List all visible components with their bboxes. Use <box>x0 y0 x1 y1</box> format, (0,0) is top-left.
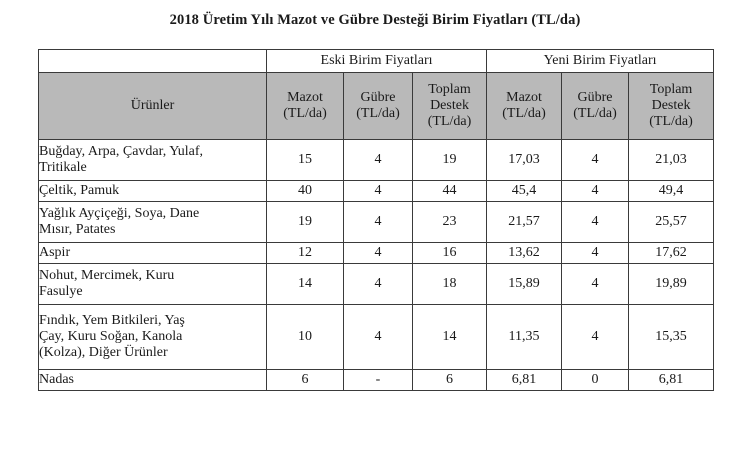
product-cell: Nadas <box>38 369 267 391</box>
header-line: Destek <box>430 98 469 113</box>
product-line: Nohut, Mercimek, Kuru <box>39 268 175 283</box>
product-cell: Yağlık Ayçiçeği, Soya, Dane Mısır, Patate… <box>38 201 267 243</box>
old-total-cell: 19 <box>411 139 488 181</box>
header-line: (TL/da) <box>427 114 472 129</box>
new-fuel-cell: 15,89 <box>486 263 563 305</box>
table-row: Fındık, Yem Bitkileri, Yaş Çay, Kuru Soğa… <box>38 304 715 370</box>
table-row: Yağlık Ayçiçeği, Soya, Dane Mısır, Patate… <box>38 201 715 243</box>
new-fertilizer-cell: 4 <box>561 139 630 181</box>
old-fuel-cell: 19 <box>266 201 344 243</box>
old-total-cell: 14 <box>411 304 488 370</box>
table-row: Nadas 6-6 6,81 0 6,81 <box>38 369 715 391</box>
product-line: Mısır, Patates <box>39 222 116 237</box>
old-fuel-cell: 12 <box>266 242 344 264</box>
column-header-product: Ürünler <box>38 72 267 140</box>
table-row: Aspir 12 4 16 13,62 4 17,62 <box>38 242 715 264</box>
product-line: Çeltik, Pamuk <box>39 183 120 198</box>
new-fertilizer-cell: 4 <box>561 180 630 202</box>
header-line: Toplam <box>649 82 693 97</box>
table-row: Çeltik, Pamuk 40 4 44 45,4 4 49,4 <box>38 180 715 202</box>
header-line: (TL/da) <box>283 106 327 121</box>
old-fuel-cell: 14 <box>266 263 344 305</box>
column-header-new-fuel: Mazot (TL/da) <box>486 72 563 140</box>
new-fertilizer-cell: 4 <box>561 242 630 264</box>
product-line: Nadas <box>39 372 74 387</box>
product-line: Fasulye <box>39 284 83 299</box>
column-header-old-total: Toplam Destek (TL/da) <box>411 72 488 140</box>
new-total-cell: 49,4 <box>628 180 715 202</box>
group-header-old: Eski Birim Fiyatları <box>265 49 488 73</box>
product-cell: Buğday, Arpa, Çavdar, Yulaf, Tritikale <box>38 139 267 181</box>
new-fuel-cell: 13,62 <box>486 242 563 264</box>
table-row: Nohut, Mercimek, Kuru Fasulye 14 4 18 15,89 4 1… <box>38 263 715 305</box>
old-fuel-cell: 10 <box>266 304 344 370</box>
old-fertilizer-cell: 4 <box>343 263 413 305</box>
column-header-old-fertilizer: Gübre (TL/da) <box>343 72 413 140</box>
column-header-new-total: Toplam Destek (TL/da) <box>628 72 715 140</box>
header-line: (TL/da) <box>649 114 693 129</box>
header-line: Gübre <box>577 90 613 105</box>
new-total-cell: 21,03 <box>628 139 715 181</box>
subsidy-table: Eski Birim Fiyatları Yeni Birim Fiyatlar… <box>38 49 715 391</box>
old-total-cell: 16 <box>411 242 488 264</box>
group-header-new: Yeni Birim Fiyatları <box>486 49 715 73</box>
new-fuel-cell: 21,57 <box>486 201 563 243</box>
old-fertilizer-cell: - <box>343 369 413 391</box>
header-line: Destek <box>651 98 691 113</box>
new-fertilizer-cell: 4 <box>561 263 630 305</box>
product-cell: Nohut, Mercimek, Kuru Fasulye <box>38 263 267 305</box>
header-line: Gübre <box>360 90 396 105</box>
table-row: Buğday, Arpa, Çavdar, Yulaf, Tritikale 15 4… <box>38 139 715 181</box>
old-total-cell: 23 <box>411 201 488 243</box>
column-header-old-fuel: Mazot (TL/da) <box>266 72 344 140</box>
new-fuel-cell: 17,03 <box>486 139 563 181</box>
product-cell: Çeltik, Pamuk <box>38 180 267 202</box>
old-fertilizer-cell: 4 <box>343 242 413 264</box>
new-fertilizer-cell: 0 <box>561 369 630 391</box>
table-body: Buğday, Arpa, Çavdar, Yulaf, Tritikale 15 4… <box>38 139 715 391</box>
corner-cell <box>38 49 267 73</box>
old-fertilizer-cell: 4 <box>343 201 413 243</box>
table-title: 2018 Üretim Yılı Mazot ve Gübre Desteği … <box>169 12 581 28</box>
old-fuel-cell: 15 <box>266 139 344 181</box>
header-line: (TL/da) <box>356 106 400 121</box>
new-fertilizer-cell: 4 <box>561 201 630 243</box>
header-line: Toplam <box>428 82 471 97</box>
product-line: Fındık, Yem Bitkileri, Yaş <box>39 313 185 328</box>
new-total-cell: 17,62 <box>628 242 715 264</box>
product-line: Tritikale <box>39 160 87 175</box>
old-fuel-cell: 40 <box>266 180 344 202</box>
new-total-cell: 15,35 <box>628 304 715 370</box>
product-line: (Kolza), Diğer Ürünler <box>39 345 168 360</box>
old-total-cell: 18 <box>411 263 488 305</box>
header-line: (TL/da) <box>573 106 617 121</box>
new-total-cell: 6,81 <box>628 369 715 391</box>
new-total-cell: 19,89 <box>628 263 715 305</box>
old-fuel-cell: 6 <box>266 369 344 391</box>
header-line: Mazot <box>287 90 323 105</box>
old-fertilizer-cell: 4 <box>343 180 413 202</box>
header-line: (TL/da) <box>502 106 546 121</box>
new-fertilizer-cell: 4 <box>561 304 630 370</box>
column-header-new-fertilizer: Gübre (TL/da) <box>561 72 630 140</box>
old-fertilizer-cell: 4 <box>343 304 413 370</box>
old-total-cell: 44 <box>411 180 488 202</box>
old-total-cell: 6 <box>411 369 488 391</box>
new-fuel-cell: 45,4 <box>486 180 563 202</box>
old-fertilizer-cell: 4 <box>343 139 413 181</box>
product-line: Yağlık Ayçiçeği, Soya, Dane <box>39 206 200 221</box>
product-cell: Aspir <box>38 242 267 264</box>
product-cell: Fındık, Yem Bitkileri, Yaş Çay, Kuru Soğa… <box>38 304 267 370</box>
new-total-cell: 25,57 <box>628 201 715 243</box>
header-line: Mazot <box>506 90 542 105</box>
new-fuel-cell: 6,81 <box>486 369 563 391</box>
product-line: Aspir <box>39 245 71 260</box>
column-header-row: Ürünler Mazot (TL/da) Gübre (TL/da) Toplam… <box>38 72 715 140</box>
product-line: Çay, Kuru Soğan, Kanola <box>39 329 183 344</box>
new-fuel-cell: 11,35 <box>486 304 563 370</box>
product-line: Buğday, Arpa, Çavdar, Yulaf, <box>39 144 204 159</box>
